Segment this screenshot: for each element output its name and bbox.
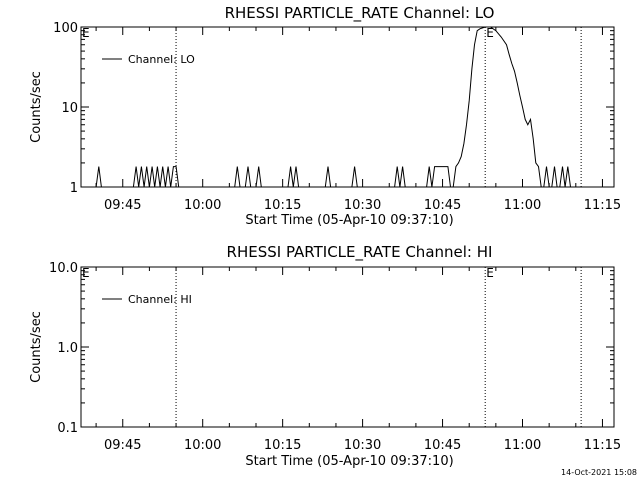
x-tick-label: 10:45 — [424, 198, 461, 213]
event-marker-label: E — [486, 266, 494, 280]
plot-frame — [80, 266, 615, 428]
x-tick-label: 10:15 — [264, 198, 301, 213]
legend-label: Channel: LO — [128, 53, 195, 66]
generated-timestamp: 14-Oct-2021 15:08 — [561, 468, 637, 477]
x-axis-label: Start Time (05-Apr-10 09:37:10) — [245, 454, 453, 469]
legend-label: Channel: HI — [128, 293, 192, 306]
y-tick-label: 100 — [53, 21, 78, 36]
chart-title: RHESSI PARTICLE_RATE Channel: HI — [227, 243, 493, 262]
x-tick-label: 11:00 — [504, 438, 541, 453]
x-tick-label: 09:45 — [104, 438, 141, 453]
y-tick-label: 10.0 — [49, 261, 78, 276]
x-tick-label: 10:30 — [344, 198, 381, 213]
x-tick-label: 10:30 — [344, 438, 381, 453]
y-tick-label: 1.0 — [57, 341, 78, 356]
series-line — [95, 26, 574, 188]
x-tick-label: 10:45 — [424, 438, 461, 453]
event-marker-label: E — [82, 266, 90, 280]
plot-frame — [80, 26, 615, 188]
y-tick-label: 10 — [61, 101, 78, 116]
x-tick-label: 11:15 — [584, 198, 621, 213]
y-tick-label: 1 — [70, 181, 78, 196]
event-marker-label: E — [486, 26, 494, 40]
x-tick-label: 10:00 — [184, 198, 221, 213]
x-tick-label: 09:45 — [104, 198, 141, 213]
event-marker-label: E — [82, 26, 90, 40]
x-tick-label: 10:15 — [264, 438, 301, 453]
chart-panel-hi: RHESSI PARTICLE_RATE Channel: HI 0.1 1.0 10… — [29, 243, 621, 469]
x-tick-label: 11:00 — [504, 198, 541, 213]
chart-panel-lo: RHESSI PARTICLE_RATE Channel: LO 1 10 100 09… — [29, 4, 621, 228]
y-tick-label: 0.1 — [57, 421, 78, 436]
x-axis-label: Start Time (05-Apr-10 09:37:10) — [245, 213, 453, 228]
y-axis-label: Counts/sec — [29, 311, 44, 383]
x-tick-label: 10:00 — [184, 438, 221, 453]
chart-title: RHESSI PARTICLE_RATE Channel: LO — [225, 4, 495, 23]
y-axis-label: Counts/sec — [29, 71, 44, 143]
x-tick-label: 11:15 — [584, 438, 621, 453]
